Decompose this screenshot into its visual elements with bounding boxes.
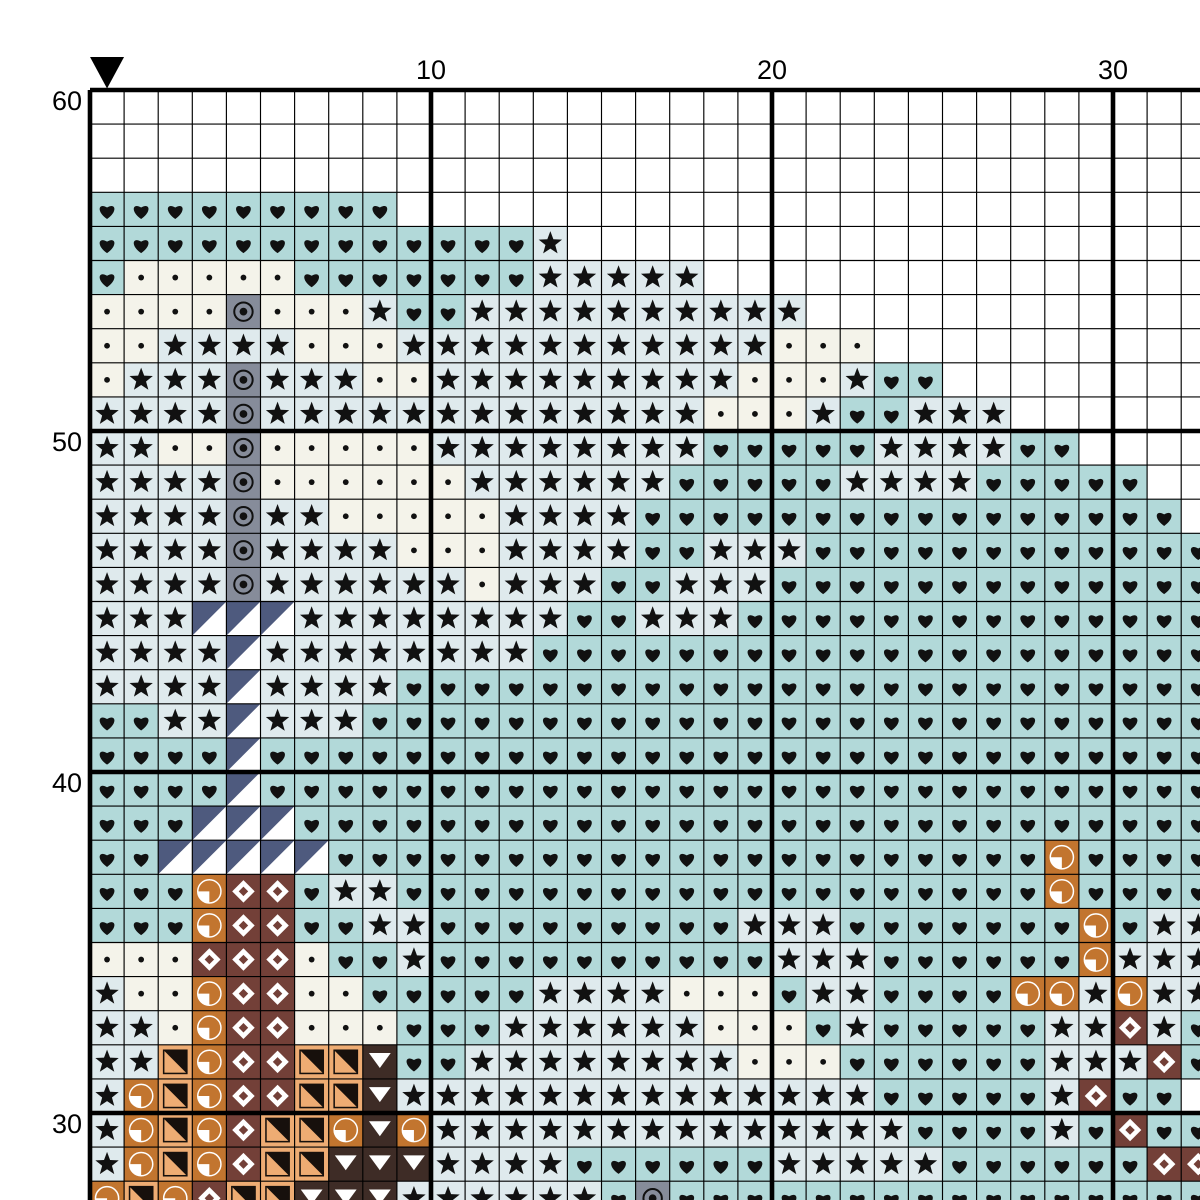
svg-text:30: 30 [52, 1109, 82, 1139]
svg-text:10: 10 [416, 55, 446, 85]
svg-text:50: 50 [52, 427, 82, 457]
svg-text:20: 20 [757, 55, 787, 85]
svg-text:30: 30 [1098, 55, 1128, 85]
svg-text:60: 60 [52, 86, 82, 116]
svg-text:40: 40 [52, 768, 82, 798]
